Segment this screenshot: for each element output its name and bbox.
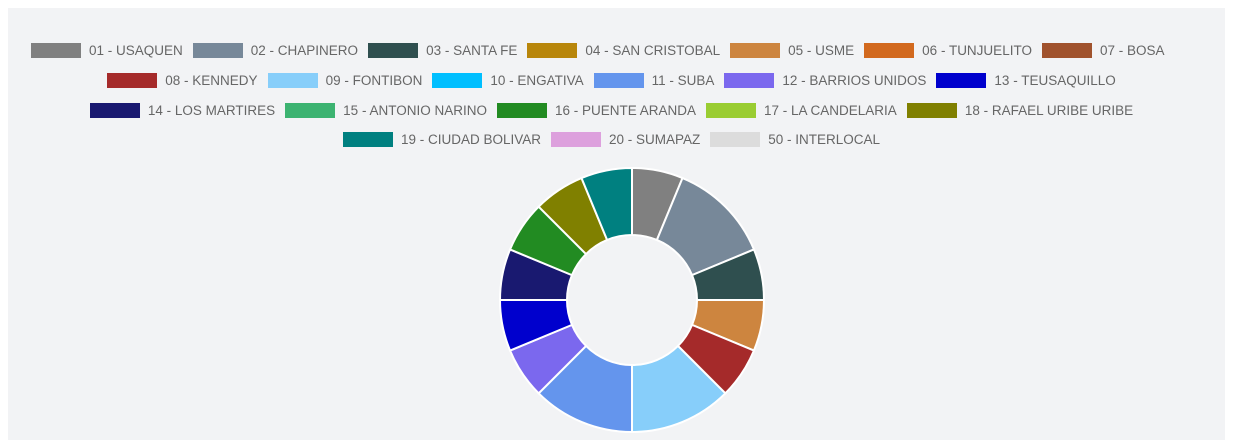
legend-row: 14 - LOS MARTIRES 15 - ANTONIO NARINO 16 -…	[8, 95, 1225, 125]
legend-item: 16 - PUENTE ARANDA	[496, 102, 696, 118]
legend-label: 02 - CHAPINERO	[250, 43, 359, 59]
legend-swatch	[906, 102, 957, 118]
legend-label: 17 - LA CANDELARIA	[764, 102, 897, 118]
legend-label: 16 - PUENTE ARANDA	[554, 102, 696, 118]
legend-swatch	[710, 132, 761, 148]
legend-label: 03 - SANTA FE	[426, 43, 518, 59]
legend-item: 12 - BARRIOS UNIDOS	[724, 73, 927, 89]
legend-swatch	[107, 73, 158, 89]
legend-label: 13 - TEUSAQUILLO	[994, 73, 1116, 89]
legend-swatch	[192, 43, 243, 59]
legend-label: 12 - BARRIOS UNIDOS	[782, 73, 927, 89]
legend-swatch	[432, 73, 483, 89]
legend-item: 08 - KENNEDY	[107, 73, 258, 89]
legend-item: 11 - SUBA	[593, 73, 715, 89]
legend-row: 01 - USAQUEN 02 - CHAPINERO 03 - SANTA FE 0…	[8, 36, 1225, 66]
legend-swatch	[31, 43, 81, 59]
legend-label: 19 - CIUDAD BOLIVAR	[400, 132, 541, 148]
legend-item: 10 - ENGATIVA	[432, 73, 584, 89]
legend-label: 06 - TUNJUELITO	[922, 43, 1032, 59]
legend-item: 04 - SAN CRISTOBAL	[527, 43, 721, 59]
legend-item: 06 - TUNJUELITO	[864, 43, 1032, 59]
legend-item: 02 - CHAPINERO	[192, 43, 359, 59]
legend-swatch	[267, 73, 318, 89]
legend-row: 08 - KENNEDY 09 - FONTIBON 10 - ENGATIVA 11…	[8, 66, 1225, 96]
legend-label: 20 - SUMAPAZ	[608, 132, 701, 148]
legend-label: 15 - ANTONIO NARINO	[343, 102, 487, 118]
doughnut-segment	[580, 166, 633, 242]
legend-swatch	[342, 132, 393, 148]
legend-row: 19 - CIUDAD BOLIVAR 20 - SUMAPAZ 50 - INTE…	[8, 125, 1225, 155]
legend-item: 01 - USAQUEN	[31, 43, 183, 59]
legend-swatch	[706, 102, 756, 118]
legend-swatch	[550, 132, 601, 148]
chart-panel: 01 - USAQUEN 02 - CHAPINERO 03 - SANTA FE 0…	[8, 8, 1225, 440]
legend-swatch	[285, 102, 336, 118]
legend-item: 14 - LOS MARTIRES	[89, 102, 276, 118]
legend-swatch	[936, 73, 987, 89]
legend-item: 15 - ANTONIO NARINO	[285, 102, 487, 118]
legend-label: 14 - LOS MARTIRES	[147, 102, 276, 118]
legend-item: 50 - INTERLOCAL	[710, 132, 881, 148]
legend-swatch	[89, 102, 140, 118]
legend-item: 09 - FONTIBON	[267, 73, 423, 89]
legend-item: 19 - CIUDAD BOLIVAR	[342, 132, 541, 148]
legend-swatch	[864, 43, 915, 59]
legend-swatch	[593, 73, 644, 89]
legend-label: 10 - ENGATIVA	[490, 73, 584, 89]
legend-item: 05 - USME	[730, 43, 855, 59]
legend-swatch	[730, 43, 781, 59]
legend-swatch	[368, 43, 419, 59]
legend-item: 20 - SUMAPAZ	[550, 132, 701, 148]
legend-label: 05 - USME	[788, 43, 855, 59]
legend-label: 09 - FONTIBON	[325, 73, 423, 89]
legend-item: 03 - SANTA FE	[368, 43, 518, 59]
legend-swatch	[496, 102, 547, 118]
legend-item: 17 - LA CANDELARIA	[706, 102, 897, 118]
legend: 01 - USAQUEN 02 - CHAPINERO 03 - SANTA FE 0…	[8, 36, 1225, 155]
chart	[498, 166, 766, 434]
legend-label: 07 - BOSA	[1099, 43, 1165, 59]
legend-item: 18 - RAFAEL URIBE URIBE	[906, 102, 1134, 118]
legend-swatch	[1041, 43, 1092, 59]
legend-swatch	[527, 43, 578, 59]
legend-label: 01 - USAQUEN	[89, 43, 183, 59]
legend-item: 07 - BOSA	[1041, 43, 1165, 59]
legend-item: 13 - TEUSAQUILLO	[936, 73, 1116, 89]
legend-label: 04 - SAN CRISTOBAL	[585, 43, 721, 59]
legend-swatch	[724, 73, 775, 89]
legend-label: 18 - RAFAEL URIBE URIBE	[964, 102, 1134, 118]
legend-label: 11 - SUBA	[651, 73, 715, 89]
legend-label: 50 - INTERLOCAL	[768, 132, 881, 148]
legend-label: 08 - KENNEDY	[165, 73, 258, 89]
